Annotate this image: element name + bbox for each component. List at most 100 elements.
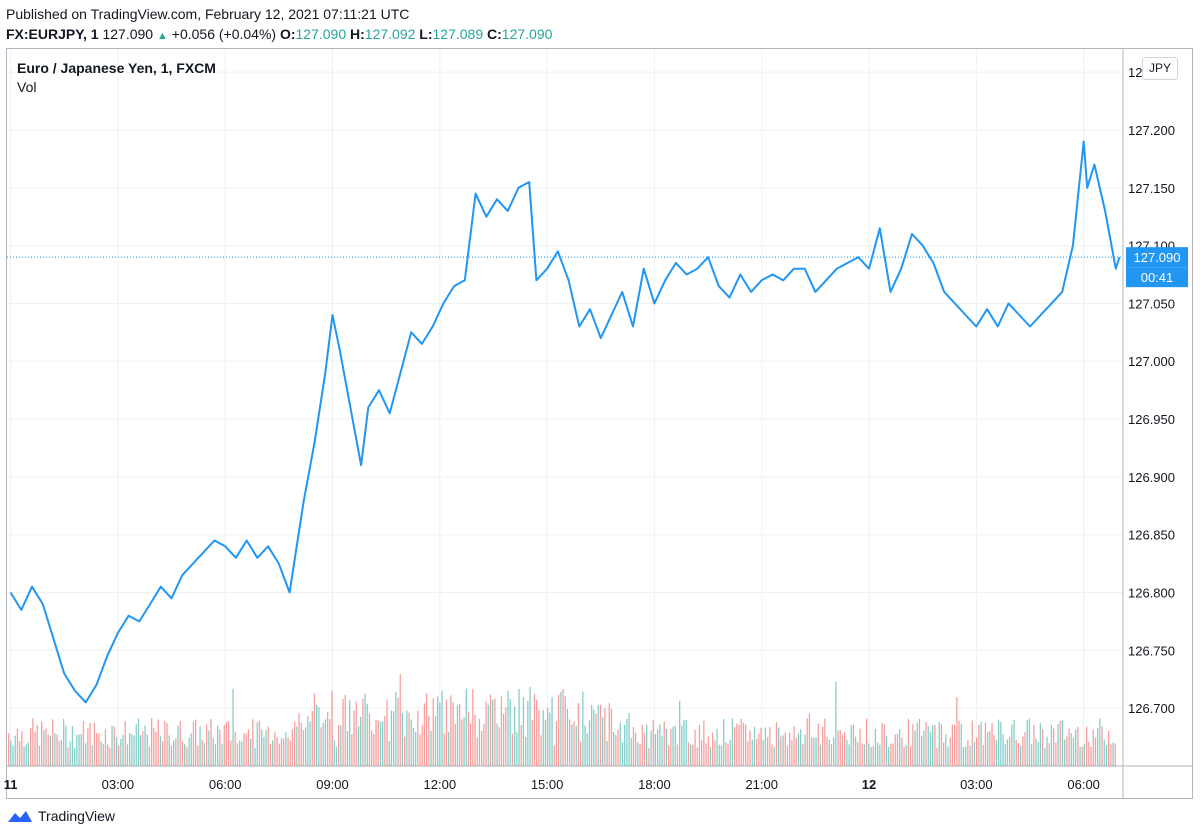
volume-bar <box>38 745 41 766</box>
volume-bar <box>82 721 85 766</box>
volume-bar <box>707 736 709 766</box>
volume-bar <box>932 725 934 766</box>
volume-bar <box>630 738 632 766</box>
volume-bar <box>943 742 945 766</box>
volume-bar <box>168 735 170 766</box>
volume-bar <box>450 695 452 766</box>
volume-bar <box>41 721 43 766</box>
x-tick-label: 03:00 <box>102 777 135 792</box>
price-line <box>9 140 1121 704</box>
volume-bar <box>401 713 404 766</box>
volume-bar <box>927 726 929 766</box>
volume-bar <box>725 742 727 766</box>
volume-bar <box>819 744 822 766</box>
volume-bar <box>430 730 432 766</box>
volume-bar <box>756 738 758 766</box>
volume-bar <box>824 718 826 766</box>
volume-bar <box>661 735 663 766</box>
volume-bar <box>368 713 371 766</box>
x-tick-label: 06:00 <box>1067 777 1100 792</box>
volume-bar <box>892 743 894 766</box>
volume-bar <box>672 726 674 766</box>
volume-bar <box>912 724 914 766</box>
volume-bar <box>228 721 230 766</box>
volume-bar <box>399 673 401 766</box>
volume-bar <box>1081 746 1083 766</box>
countdown-badge-bg <box>1126 267 1188 288</box>
volume-bar <box>690 744 692 766</box>
volume-bar <box>692 744 694 766</box>
volume-bar <box>551 697 553 766</box>
volume-bar <box>993 735 995 766</box>
volume-bar <box>610 708 613 766</box>
currency-button[interactable]: JPY <box>1142 57 1178 80</box>
volume-bar <box>720 745 723 766</box>
volume-bar <box>575 725 577 766</box>
volume-bar <box>140 734 142 766</box>
volume-bar <box>694 729 696 766</box>
volume-bar <box>643 732 646 766</box>
volume-bar <box>122 734 124 766</box>
volume-bar <box>437 696 439 766</box>
volume-bar <box>206 724 208 766</box>
volume-bar <box>709 746 712 766</box>
volume-bar <box>470 723 472 766</box>
volume-bar <box>338 724 340 766</box>
volume-bar <box>650 730 652 766</box>
y-tick-label: 127.000 <box>1128 354 1175 369</box>
volume-bar <box>670 728 672 766</box>
volume-bar <box>291 729 294 766</box>
volume-bar <box>718 744 720 766</box>
volume-bar <box>529 686 531 766</box>
volume-bar <box>465 688 467 766</box>
volume-bar <box>918 718 921 766</box>
volume-bar <box>340 725 342 766</box>
volume-bar <box>533 693 536 766</box>
volume-bar <box>657 729 659 766</box>
volume-bar <box>313 693 316 766</box>
volume-bar <box>511 733 514 766</box>
volume-bar <box>558 694 560 766</box>
volume-bar <box>49 735 52 766</box>
volume-bar <box>137 718 140 766</box>
volume-bar <box>232 688 234 766</box>
tradingview-logo: TradingView <box>6 808 115 824</box>
volume-bar <box>936 747 938 766</box>
volume-bar <box>1068 728 1070 766</box>
volume-bar <box>316 704 318 766</box>
volume-bar <box>1011 724 1013 766</box>
volume-bar <box>547 708 549 766</box>
volume-bar <box>210 719 212 766</box>
volume-bar <box>681 725 683 766</box>
volume-bar <box>696 747 698 766</box>
volume-bar <box>179 720 181 766</box>
last-price: 127.090 <box>102 26 154 42</box>
volume-bar <box>496 723 498 766</box>
volume-bar <box>503 713 505 766</box>
volume-bar <box>421 725 423 766</box>
volume-bar <box>789 732 791 766</box>
volume-bar <box>201 739 203 766</box>
volume-bar <box>234 731 236 766</box>
y-tick-label: 126.700 <box>1128 701 1175 716</box>
volume-bar <box>747 741 749 766</box>
volume-bar <box>487 704 489 766</box>
volume-bar <box>767 737 769 766</box>
volume-bar <box>415 731 417 766</box>
volume-bar <box>995 739 998 766</box>
volume-bar <box>850 725 852 766</box>
volume-bar <box>406 710 408 766</box>
volume-bar <box>852 724 855 766</box>
low-label: L: <box>419 26 433 42</box>
volume-bar <box>991 722 993 766</box>
volume-bar <box>613 732 615 766</box>
volume-bar <box>736 723 738 766</box>
volume-bar <box>195 719 197 766</box>
volume-bar <box>461 719 463 766</box>
volume-bar <box>214 744 217 766</box>
volume-bar <box>1105 745 1108 766</box>
volume-bar <box>481 731 483 766</box>
volume-bar <box>1028 718 1031 766</box>
volume-bar <box>771 744 773 766</box>
